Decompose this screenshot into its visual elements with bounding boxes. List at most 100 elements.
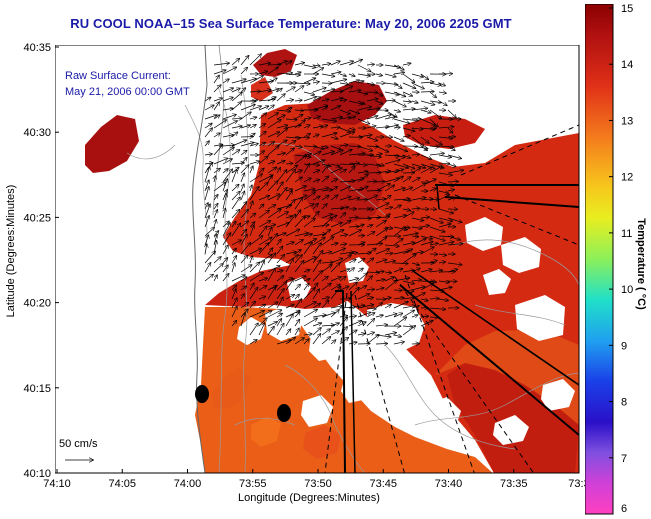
current-vector <box>240 202 247 210</box>
current-vector <box>447 145 455 150</box>
colorbar-tick-label: 14 <box>621 59 633 71</box>
current-vector <box>231 210 240 219</box>
current-vector <box>339 164 355 165</box>
current-vector <box>357 135 372 137</box>
station-marker <box>195 385 209 403</box>
current-vector <box>258 143 265 147</box>
current-vector <box>357 242 365 245</box>
current-vector <box>276 289 284 300</box>
x-tick-label: 73:40 <box>435 478 463 490</box>
current-vector <box>366 217 380 218</box>
current-vector <box>231 88 240 93</box>
current-vector <box>402 326 412 327</box>
current-vector <box>438 100 447 106</box>
current-vector <box>205 244 207 255</box>
current-vector <box>321 119 336 121</box>
current-vector <box>231 285 236 291</box>
current-vector <box>402 306 415 308</box>
current-vector <box>222 265 228 273</box>
current-vector <box>249 287 258 300</box>
x-axis-label: Longitude (Degrees:Minutes) <box>238 492 380 504</box>
current-vector <box>402 280 414 284</box>
current-vector <box>258 226 267 237</box>
current-vector <box>384 207 393 209</box>
current-vector <box>393 227 406 237</box>
current-vector <box>303 234 312 236</box>
current-vector <box>357 92 368 94</box>
current-vector <box>249 273 263 282</box>
y-axis-label: Latitude (Degrees:Minutes) <box>5 184 17 318</box>
current-vector <box>429 226 445 232</box>
current-vector <box>420 145 427 151</box>
current-vector <box>411 184 426 192</box>
current-vector <box>258 296 266 299</box>
colorbar-tick-label: 13 <box>621 115 633 127</box>
current-vector <box>357 312 370 318</box>
current-vector <box>267 287 276 300</box>
current-vector <box>249 161 260 165</box>
current-vector <box>348 278 359 281</box>
current-vector <box>357 268 363 273</box>
current-vector <box>348 342 357 344</box>
current-vector <box>420 128 435 130</box>
current-vector <box>429 109 442 118</box>
current-vector <box>357 273 367 282</box>
current-vector <box>231 92 242 102</box>
current-vector <box>240 143 254 147</box>
current-vector <box>420 199 433 200</box>
current-vector <box>330 179 337 182</box>
current-vector <box>420 73 428 79</box>
current-vector <box>366 308 376 309</box>
current-vector <box>222 115 236 120</box>
current-vector <box>420 321 433 327</box>
current-vector <box>366 164 381 166</box>
current-vector <box>276 223 289 228</box>
current-vector <box>285 119 297 120</box>
current-vector <box>366 108 380 110</box>
current-vector <box>267 167 277 174</box>
current-vector <box>375 184 390 192</box>
current-vector <box>348 163 359 164</box>
current-vector <box>330 286 341 300</box>
current-vector <box>231 170 237 183</box>
current-vector <box>258 323 265 336</box>
current-vector <box>348 198 359 200</box>
current-vector <box>285 100 293 101</box>
x-tick-label: 74:00 <box>174 478 202 490</box>
current-vector <box>267 310 282 318</box>
current-vector <box>267 194 280 201</box>
current-vector <box>294 312 300 318</box>
current-vector <box>240 173 244 183</box>
current-vector <box>276 73 292 74</box>
current-vector <box>258 106 269 111</box>
current-vector <box>438 127 454 128</box>
current-vector <box>339 277 346 282</box>
current-vector <box>303 178 311 183</box>
current-vector <box>393 263 408 264</box>
current-vector <box>348 217 358 218</box>
current-vector <box>402 119 418 121</box>
current-vector <box>438 262 445 263</box>
current-vector <box>294 320 300 327</box>
current-vector <box>267 67 278 75</box>
current-vector <box>312 243 321 255</box>
current-vector <box>348 80 359 84</box>
current-vector <box>249 144 258 146</box>
current-vector <box>420 299 428 301</box>
current-vector <box>231 298 237 309</box>
current-vector <box>348 268 354 273</box>
y-tick-label: 40:10 <box>23 468 51 480</box>
current-vector <box>429 188 436 191</box>
current-vector <box>375 325 387 326</box>
current-vector <box>393 91 406 97</box>
current-vector <box>285 148 294 156</box>
current-vector <box>303 283 309 291</box>
current-vector <box>267 132 280 138</box>
current-vector <box>357 334 365 335</box>
current-vector <box>321 152 334 156</box>
current-vector <box>258 221 271 228</box>
current-vector <box>339 286 349 291</box>
current-vector <box>231 306 237 318</box>
current-vector <box>249 117 257 119</box>
current-vector <box>213 241 217 255</box>
